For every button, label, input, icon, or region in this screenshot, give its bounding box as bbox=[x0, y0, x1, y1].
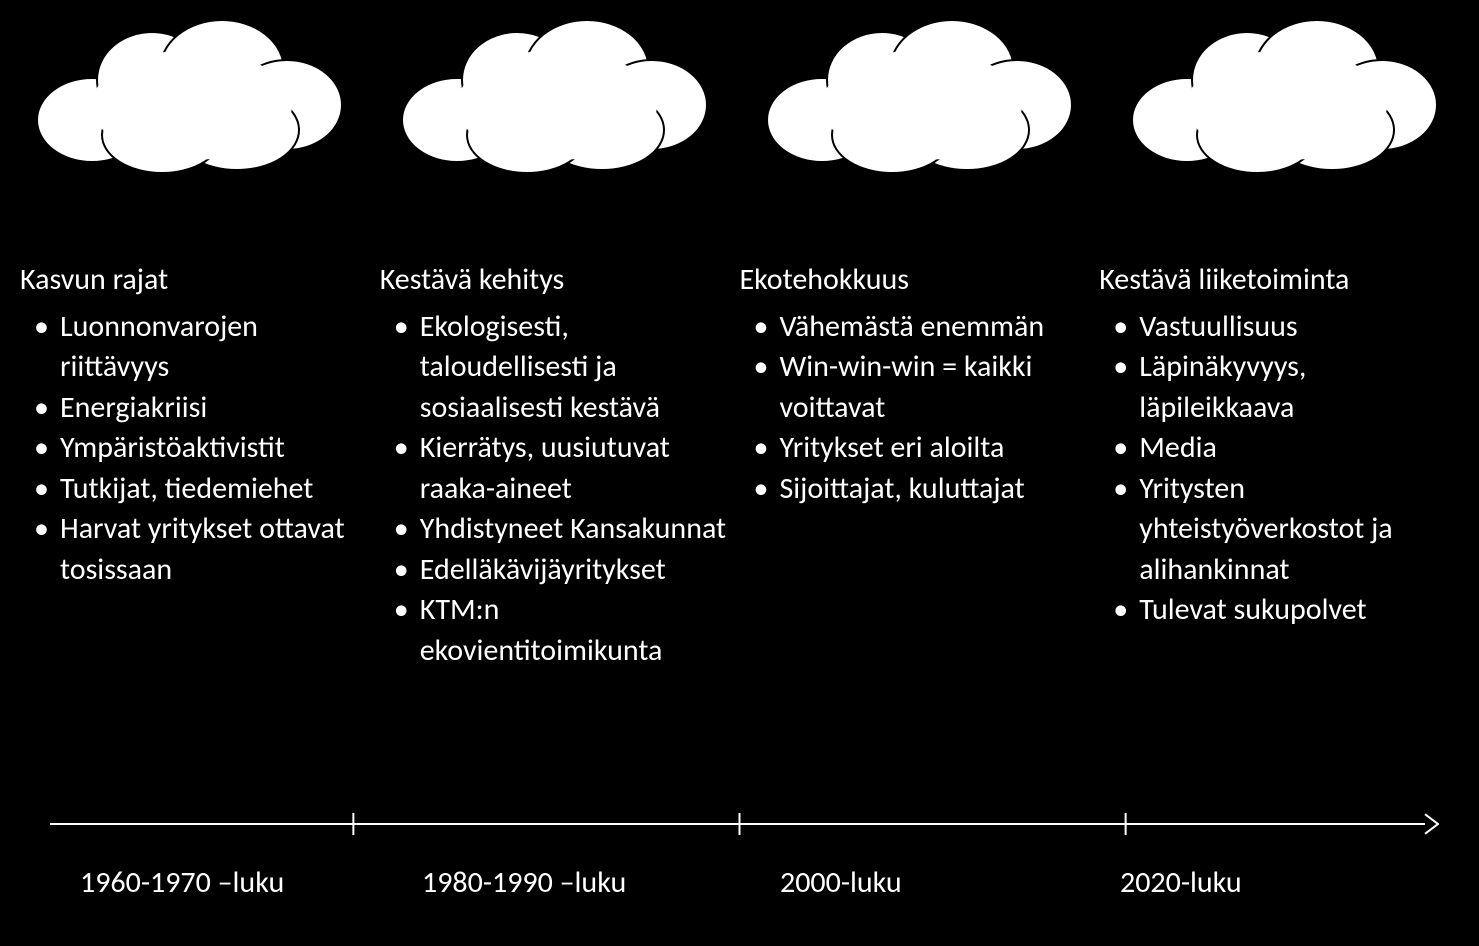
cloud-wrap-1 bbox=[380, 10, 735, 180]
list-item: Ympäristöaktivistit bbox=[60, 428, 372, 469]
list-item: KTM:n ekovientitoimikunta bbox=[420, 590, 732, 671]
column-list: Vähemästä enemmän Win-win-win = kaikki v… bbox=[740, 307, 1092, 510]
list-item: Ekologisesti, taloudellisesti ja sosiaal… bbox=[420, 307, 732, 429]
list-item: Vastuullisuus bbox=[1139, 307, 1451, 348]
list-item: Vähemästä enemmän bbox=[780, 307, 1092, 348]
era-label: 2020-luku bbox=[1120, 864, 1242, 901]
list-item: Energiakriisi bbox=[60, 388, 372, 429]
list-item: Läpinäkyvyys, läpileikkaava bbox=[1139, 347, 1451, 428]
column-list: Vastuullisuus Läpinäkyvyys, läpileikkaav… bbox=[1099, 307, 1451, 631]
column-title: Kestävä kehitys bbox=[380, 260, 732, 301]
list-item: Yritysten yhteistyöverkostot ja alihanki… bbox=[1139, 469, 1451, 591]
cloud-wrap-2 bbox=[745, 10, 1100, 180]
cloud-icon bbox=[752, 10, 1092, 180]
era-label: 1960-1970 –luku bbox=[80, 864, 284, 901]
cloud-icon bbox=[1117, 10, 1457, 180]
list-item: Media bbox=[1139, 428, 1451, 469]
column-1: Kestävä kehitys Ekologisesti, taloudelli… bbox=[380, 260, 740, 671]
list-item: Yhdistyneet Kansakunnat bbox=[420, 509, 732, 550]
column-0: Kasvun rajat Luonnonvarojen riittävyys E… bbox=[20, 260, 380, 671]
column-list: Ekologisesti, taloudellisesti ja sosiaal… bbox=[380, 307, 732, 672]
list-item: Tulevat sukupolvet bbox=[1139, 590, 1451, 631]
list-item: Kierrätys, uusiutuvat raaka-aineet bbox=[420, 428, 732, 509]
column-title: Kestävä liiketoiminta bbox=[1099, 260, 1451, 301]
cloud-icon bbox=[387, 10, 727, 180]
list-item: Win-win-win = kaikki voittavat bbox=[780, 347, 1092, 428]
cloud-wrap-0 bbox=[15, 10, 370, 180]
era-label: 2000-luku bbox=[780, 864, 902, 901]
cloud-icon bbox=[22, 10, 362, 180]
column-title: Ekotehokkuus bbox=[740, 260, 1092, 301]
clouds-row bbox=[0, 0, 1479, 180]
list-item: Sijoittajat, kuluttajat bbox=[780, 469, 1092, 510]
column-list: Luonnonvarojen riittävyys Energiakriisi … bbox=[20, 307, 372, 591]
column-title: Kasvun rajat bbox=[20, 260, 372, 301]
list-item: Yritykset eri aloilta bbox=[780, 428, 1092, 469]
column-3: Kestävä liiketoiminta Vastuullisuus Läpi… bbox=[1099, 260, 1459, 671]
era-label: 1980-1990 –luku bbox=[422, 864, 626, 901]
column-2: Ekotehokkuus Vähemästä enemmän Win-win-w… bbox=[740, 260, 1100, 671]
list-item: Tutkijat, tiedemiehet bbox=[60, 469, 372, 510]
list-item: Harvat yritykset ottavat tosissaan bbox=[60, 509, 372, 590]
era-labels-row: 1960-1970 –luku 1980-1990 –luku 2000-luk… bbox=[40, 864, 1439, 906]
timeline-arrow bbox=[40, 799, 1439, 849]
list-item: Edelläkävijäyritykset bbox=[420, 550, 732, 591]
timeline-area: 1960-1970 –luku 1980-1990 –luku 2000-luk… bbox=[0, 799, 1479, 906]
columns-row: Kasvun rajat Luonnonvarojen riittävyys E… bbox=[0, 180, 1479, 671]
cloud-wrap-3 bbox=[1109, 10, 1464, 180]
list-item: Luonnonvarojen riittävyys bbox=[60, 307, 372, 388]
